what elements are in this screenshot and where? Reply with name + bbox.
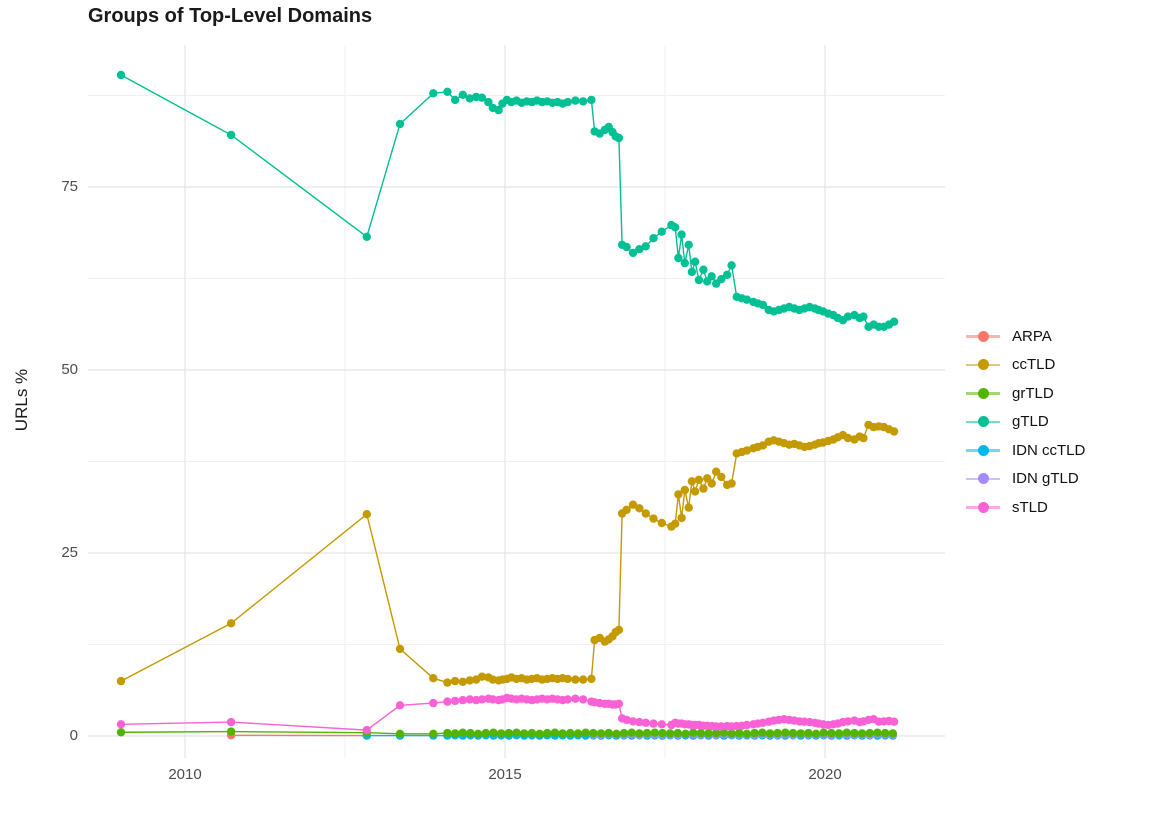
- legend-label: gTLD: [1012, 413, 1049, 431]
- legend-key-icon: [966, 473, 1000, 485]
- x-tick-label: 2010: [168, 766, 202, 783]
- legend-item-idn-cctld: IDN ccTLD: [966, 436, 1085, 465]
- legend-key-icon: [966, 330, 1000, 342]
- y-tick-label: 0: [69, 727, 78, 744]
- legend-key-icon: [966, 416, 1000, 428]
- y-tick-label: 25: [61, 544, 78, 561]
- legend-item-arpa: ARPA: [966, 322, 1085, 351]
- legend-item-cctld: ccTLD: [966, 351, 1085, 380]
- legend-item-stld: sTLD: [966, 493, 1085, 522]
- x-tick-label: 2015: [488, 766, 522, 783]
- legend-item-idn-gtld: IDN gTLD: [966, 465, 1085, 494]
- series-grtld: [116, 727, 897, 738]
- legend-key-icon: [966, 387, 1000, 399]
- legend-item-gtld: gTLD: [966, 408, 1085, 437]
- y-tick-label: 75: [61, 178, 78, 195]
- legend-label: sTLD: [1012, 498, 1048, 516]
- series-cctld: [116, 420, 899, 687]
- legend-key-icon: [966, 444, 1000, 456]
- legend-label: grTLD: [1012, 384, 1054, 402]
- legend-label: IDN ccTLD: [1012, 441, 1086, 459]
- y-axis-title: URLs %: [12, 368, 31, 432]
- series-gtld: [116, 70, 899, 331]
- y-tick-label: 50: [61, 361, 78, 378]
- legend-key-icon: [966, 359, 1000, 371]
- series-stld: [116, 693, 899, 735]
- chart-title: Groups of Top-Level Domains: [88, 5, 373, 27]
- legend-label: ccTLD: [1012, 356, 1056, 374]
- legend-item-grtld: grTLD: [966, 379, 1085, 408]
- legend: ARPA ccTLD grTLD gTLD IDN ccTLD IDN gTLD sTLD: [966, 322, 1085, 522]
- legend-label: IDN gTLD: [1012, 470, 1079, 488]
- legend-label: ARPA: [1012, 327, 1052, 345]
- legend-key-icon: [966, 501, 1000, 513]
- x-tick-label: 2020: [808, 766, 842, 783]
